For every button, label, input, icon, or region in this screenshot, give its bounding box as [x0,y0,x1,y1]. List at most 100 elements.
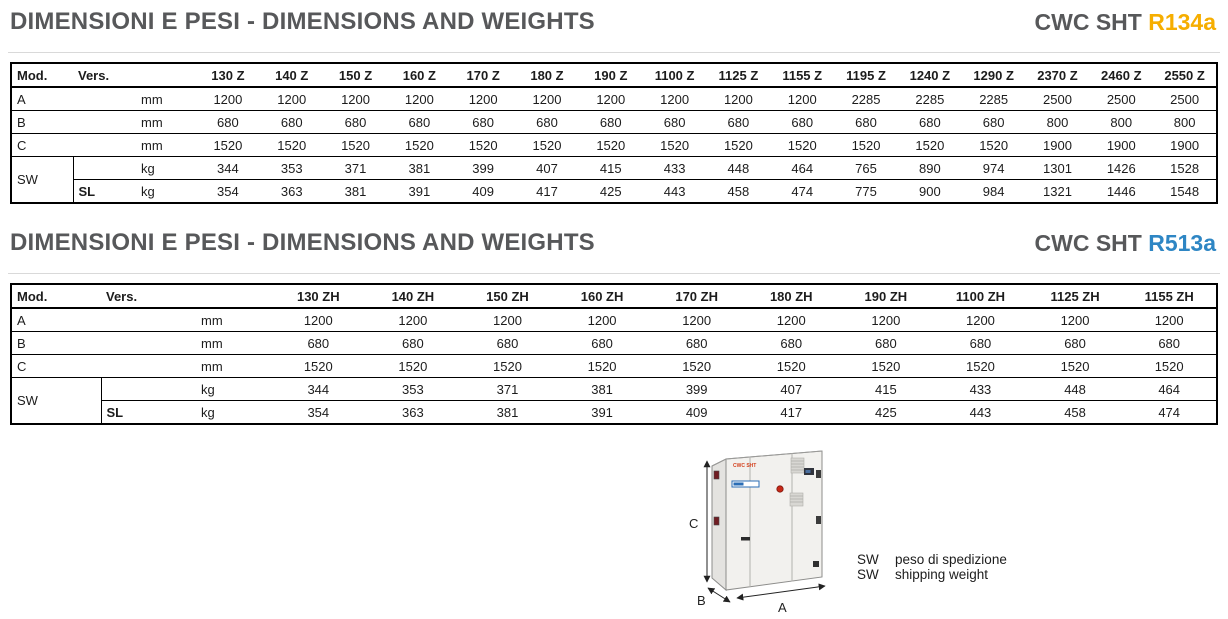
value-cell: 1321 [1043,183,1072,199]
value-cell: 1200 [277,91,307,107]
dimension-line-a [736,583,826,601]
value-cell: 1520 [398,358,428,374]
value-cell: 448 [727,160,750,176]
value-cell: 407 [536,160,558,176]
value-cell: 800 [1110,114,1133,130]
column-header-model: 130 ZH [296,288,340,304]
value-cell: 974 [982,160,1005,176]
latch [816,516,821,524]
value-cell: 381 [496,404,519,420]
column-header-model: 160 ZH [580,288,624,304]
column-header-model: 190 Z [594,67,628,83]
legend-row: SW shipping weight [857,567,1007,582]
value-cell: 680 [408,114,431,130]
value-cell: 1900 [1106,137,1136,153]
weight-row: SL kg 354 363 381 391 409 417 425 443 458 474 775 900… [11,180,1217,203]
dimension-label-c: C [689,516,698,531]
column-header-unit [136,63,196,87]
legend-text: peso di spedizione [895,552,1007,567]
value-cell: 474 [791,183,814,199]
value-cell: 1520 [776,358,806,374]
value-cell: 443 [969,404,992,420]
emergency-button [776,485,784,493]
value-cell: 371 [496,381,519,397]
unit-cell: kg [201,381,215,397]
value-cell: 391 [408,183,431,199]
value-cell: 2500 [1170,91,1200,107]
unit-brand-label: CWC SHT [733,463,756,469]
column-header-model: 180 Z [530,67,564,83]
value-cell: 1520 [871,358,901,374]
value-cell: 1446 [1106,183,1136,199]
value-cell: 2285 [851,91,881,107]
value-cell: 363 [402,404,424,420]
product-name: CWC SHT [1034,230,1142,256]
cabinet-top-edge [711,450,823,467]
grille-slats [790,495,803,503]
value-cell: 344 [217,160,239,176]
value-cell: 680 [685,335,708,351]
value-cell: 1200 [776,312,806,328]
value-cell: 1520 [979,137,1009,153]
value-cell: 1520 [915,137,945,153]
value-cell: 425 [875,404,897,420]
value-cell: 680 [969,335,992,351]
value-cell: 680 [791,114,814,130]
column-header-model: 1290 Z [973,67,1014,83]
section1-product-heading: CWC SHT R134a [1035,9,1217,36]
table-r513a-container: Mod. Vers. 130 ZH 140 ZH 150 ZH 160 ZH 170 ZH 1… [10,283,1218,425]
value-cell: 984 [982,183,1005,199]
value-cell: 1200 [398,312,428,328]
row-label: B [17,335,26,351]
sw-group-label: SW [11,156,74,203]
value-cell: 1520 [404,137,434,153]
column-header-model: 2460 Z [1101,67,1142,83]
value-cell: 680 [280,114,303,130]
value-cell: 1528 [1170,160,1200,176]
refrigerant-badge: R134a [1148,9,1216,35]
display-screen [805,470,811,473]
value-cell: 680 [536,114,558,130]
value-cell: 680 [918,114,941,130]
value-cell: 1520 [341,137,370,153]
value-cell: 474 [1158,404,1181,420]
value-cell: 680 [344,114,367,130]
header-row: Mod. Vers. 130 ZH 140 ZH 150 ZH 160 ZH 170 ZH 1… [11,284,1217,308]
value-cell: 1520 [1154,358,1184,374]
sw-group-label: SW [11,377,102,424]
value-cell: 417 [780,404,803,420]
value-cell: 1520 [277,137,307,153]
value-cell: 680 [217,114,239,130]
unit-cell: kg [141,160,155,176]
value-cell: 1520 [493,358,522,374]
column-header-model: 1100 Z [654,67,695,83]
section2-title: DIMENSIONI E PESI - DIMENSIONS AND WEIGH… [10,229,595,256]
row-label: B [17,114,26,130]
value-cell: 1200 [660,91,690,107]
section2-product-heading: CWC SHT R513a [1035,230,1217,257]
value-cell: 1520 [1060,358,1090,374]
weight-row: SW kg 344 353 371 381 399 407 415 433 448 464 765 890… [11,156,1217,203]
weight-row: SL kg 354 363 381 391 409 417 425 443 458 474 [11,401,1217,424]
value-cell: 680 [727,114,750,130]
column-header-model: 140 Z [275,67,309,83]
value-cell: 680 [780,335,803,351]
value-cell: 680 [1064,335,1086,351]
column-header-model: 1155 Z [782,67,823,83]
value-cell: 1520 [723,137,753,153]
value-cell: 2285 [915,91,945,107]
value-cell: 1520 [596,137,626,153]
column-header-model: 170 Z [466,67,500,83]
value-cell: 1900 [1043,137,1072,153]
value-cell: 1520 [682,358,712,374]
value-cell: 1520 [660,137,690,153]
unit-cell: kg [141,183,155,199]
value-cell: 415 [875,381,897,397]
value-cell: 1520 [532,137,562,153]
value-cell: 1200 [341,91,370,107]
row-label: C [17,358,27,374]
unit-cell: mm [141,137,163,153]
value-cell: 353 [280,160,303,176]
column-header-model: 1155 ZH [1144,288,1194,304]
value-cell: 391 [591,404,613,420]
